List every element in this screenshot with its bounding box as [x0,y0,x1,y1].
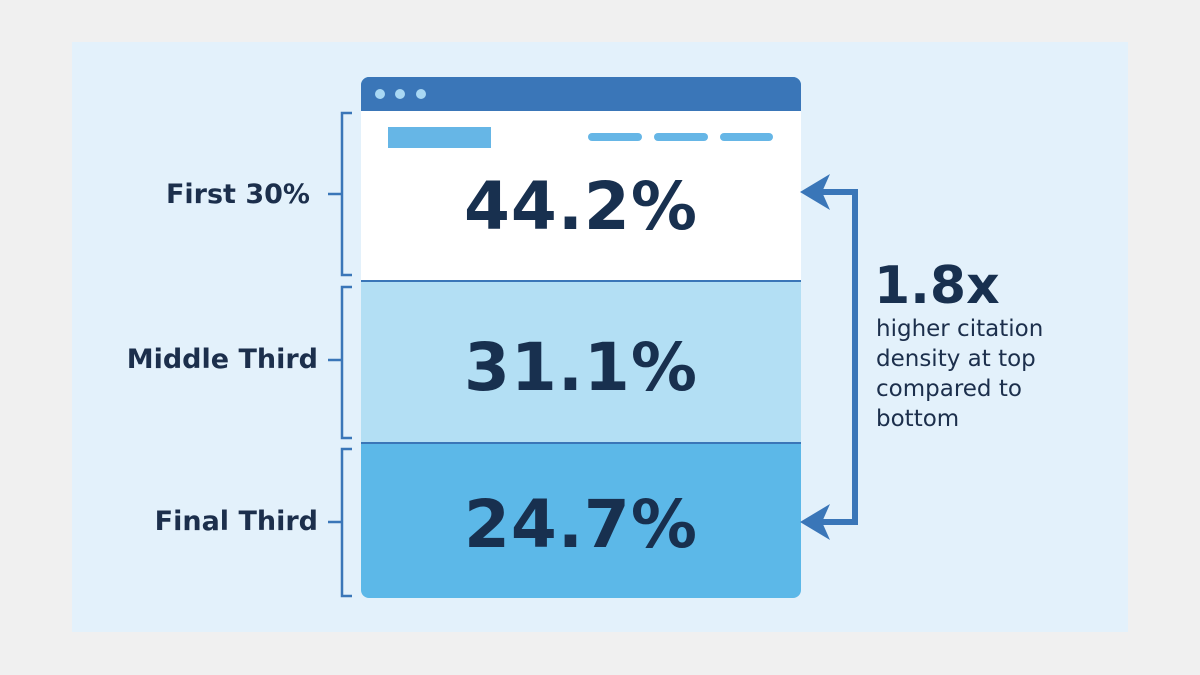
section-value: 31.1% [464,329,698,406]
comparison-arrow [800,174,858,540]
section-value: 44.2% [464,168,698,245]
section-label: First 30% [165,179,310,210]
section-label: Final Third [154,506,318,537]
section-label: Middle Third [126,344,318,375]
callout-ratio: 1.8x [874,256,1000,316]
callout-text: higher citation density at top compared … [876,316,1044,432]
top-section [361,111,801,281]
title-bar [361,77,801,111]
window-dot [395,89,405,99]
placeholder-block [388,127,491,148]
section-value: 24.7% [464,486,698,563]
middle-section [361,281,801,443]
browser-window [361,77,801,598]
window-dot [416,89,426,99]
brackets [328,111,352,598]
window-dot [375,89,385,99]
